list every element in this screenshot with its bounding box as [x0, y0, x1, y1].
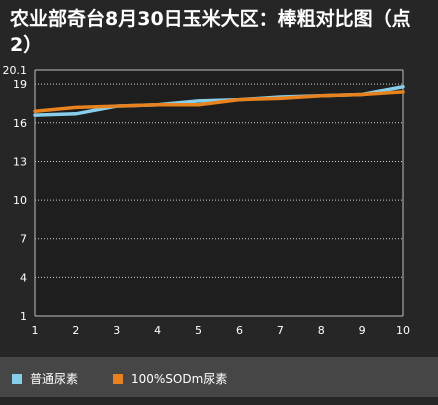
x-tick-label-6: 7: [277, 324, 284, 337]
y-tick-label-5: 16: [13, 117, 27, 130]
x-tick-labels: 1 2 3 4 5 6 7 8 9 10: [32, 324, 411, 337]
legend-item-series-2[interactable]: 100%SODm尿素: [113, 370, 227, 387]
x-tick-label-7: 8: [318, 324, 325, 337]
legend-label-series-1: 普通尿素: [30, 372, 79, 386]
x-tick-label-5: 6: [236, 324, 243, 337]
series-2-point-10: [401, 90, 405, 94]
x-tick-label-8: 9: [359, 324, 366, 337]
y-tick-label-7: 20.1: [3, 64, 28, 77]
series-2-point-4: [156, 103, 159, 106]
y-tick-label-1: 4: [20, 271, 27, 284]
y-tick-label-0: 1: [20, 310, 27, 323]
y-tick-label-4: 13: [13, 155, 27, 168]
series-lines: [33, 84, 405, 117]
series-2-point-5: [197, 103, 200, 106]
y-tick-label-2: 7: [20, 233, 27, 246]
legend: 普通尿素 100%SODm尿素: [0, 357, 438, 397]
y-tick-label-3: 10: [13, 194, 27, 207]
series-2-point-1: [33, 110, 37, 113]
y-tick-label-6: 19: [13, 78, 27, 91]
series-1-point-5: [197, 99, 200, 103]
legend-swatch-series-1: [12, 373, 22, 384]
x-tick-label-9: 10: [396, 324, 410, 337]
x-tick-label-0: 1: [32, 324, 39, 337]
x-tick-label-1: 2: [72, 324, 79, 337]
series-1-point-1: [33, 113, 37, 117]
series-2-point-7: [279, 97, 282, 100]
series-2-point-2: [74, 106, 78, 109]
series-1-point-10: [401, 85, 405, 88]
legend-item-series-1[interactable]: 普通尿素: [12, 370, 78, 387]
legend-swatch-series-2: [113, 373, 123, 384]
series-2-point-3: [115, 104, 118, 108]
x-tick-label-4: 5: [195, 324, 202, 337]
x-tick-label-3: 4: [154, 324, 161, 337]
series-2-point-6: [238, 98, 241, 101]
series-2-point-9: [360, 93, 364, 96]
legend-label-series-2: 100%SODm尿素: [131, 372, 228, 386]
series-line-2: [33, 90, 405, 113]
chart-title: 农业部奇台8月30日玉米大区：棒粗对比图（点2）: [10, 8, 411, 56]
series-1-point-2: [74, 112, 78, 115]
x-tick-label-2: 3: [113, 324, 120, 337]
series-2-point-8: [320, 94, 323, 97]
